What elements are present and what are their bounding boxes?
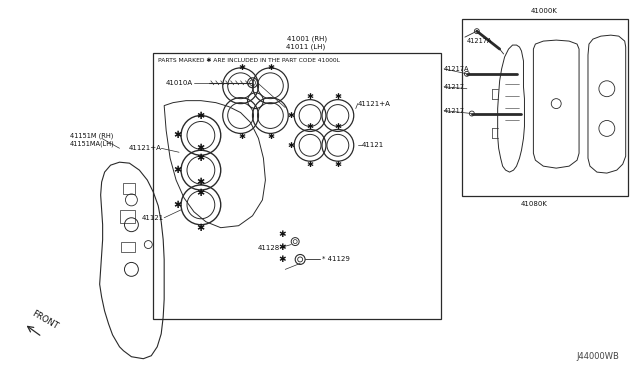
Text: 41217: 41217 [444, 84, 465, 90]
Text: ✱: ✱ [334, 92, 341, 101]
Text: ✱: ✱ [197, 110, 205, 121]
Text: ✱: ✱ [197, 188, 205, 198]
Text: ✱: ✱ [307, 92, 314, 101]
Text: 41151M (RH): 41151M (RH) [70, 132, 113, 139]
Text: * 41129: * 41129 [322, 256, 350, 263]
Text: J44000WB: J44000WB [576, 352, 619, 361]
Text: 41001 (RH): 41001 (RH) [287, 36, 327, 42]
Text: ✱: ✱ [238, 63, 245, 73]
Text: ✱: ✱ [268, 132, 275, 141]
Text: ✱: ✱ [288, 141, 294, 150]
Text: ✱: ✱ [238, 132, 245, 141]
Text: 41121+A: 41121+A [128, 145, 161, 151]
Text: FRONT: FRONT [30, 309, 60, 331]
Text: ✱: ✱ [278, 243, 286, 252]
Text: 41010A: 41010A [166, 80, 193, 86]
Text: 41217: 41217 [444, 108, 465, 113]
Bar [462, 19, 628, 196]
Text: 41121: 41121 [362, 142, 384, 148]
Text: ✱: ✱ [197, 153, 205, 163]
Bar [120, 210, 136, 223]
Text: ✱: ✱ [173, 165, 181, 175]
Text: ✱: ✱ [173, 200, 181, 210]
Text: 41000K: 41000K [531, 8, 557, 14]
Text: 41121+A: 41121+A [358, 100, 390, 107]
Text: ✱: ✱ [197, 223, 205, 233]
Text: 41151MA(LH): 41151MA(LH) [70, 140, 115, 147]
Bar [153, 53, 441, 319]
Text: ✱: ✱ [334, 122, 341, 131]
Text: PARTS MARKED ✱ ARE INCLUDED IN THE PART CODE 41000L: PARTS MARKED ✱ ARE INCLUDED IN THE PART … [158, 58, 340, 64]
Text: ✱: ✱ [278, 230, 286, 239]
Text: ✱: ✱ [278, 255, 286, 264]
Text: ✱: ✱ [307, 160, 314, 169]
Text: ✱: ✱ [288, 111, 294, 120]
Text: 41121: 41121 [142, 215, 164, 221]
Text: ✱: ✱ [334, 160, 341, 169]
Bar [124, 183, 136, 194]
Text: ✱: ✱ [197, 177, 205, 187]
Text: 41217A: 41217A [467, 38, 492, 44]
Text: ✱: ✱ [173, 130, 181, 140]
Text: ✱: ✱ [197, 143, 205, 153]
Bar [122, 241, 136, 253]
Text: 41080K: 41080K [521, 201, 548, 207]
Text: 41011 (LH): 41011 (LH) [287, 44, 326, 50]
Text: 41217A: 41217A [444, 66, 470, 72]
Text: 41128: 41128 [258, 244, 280, 250]
Text: ✱: ✱ [307, 122, 314, 131]
Text: ✱: ✱ [268, 63, 275, 73]
